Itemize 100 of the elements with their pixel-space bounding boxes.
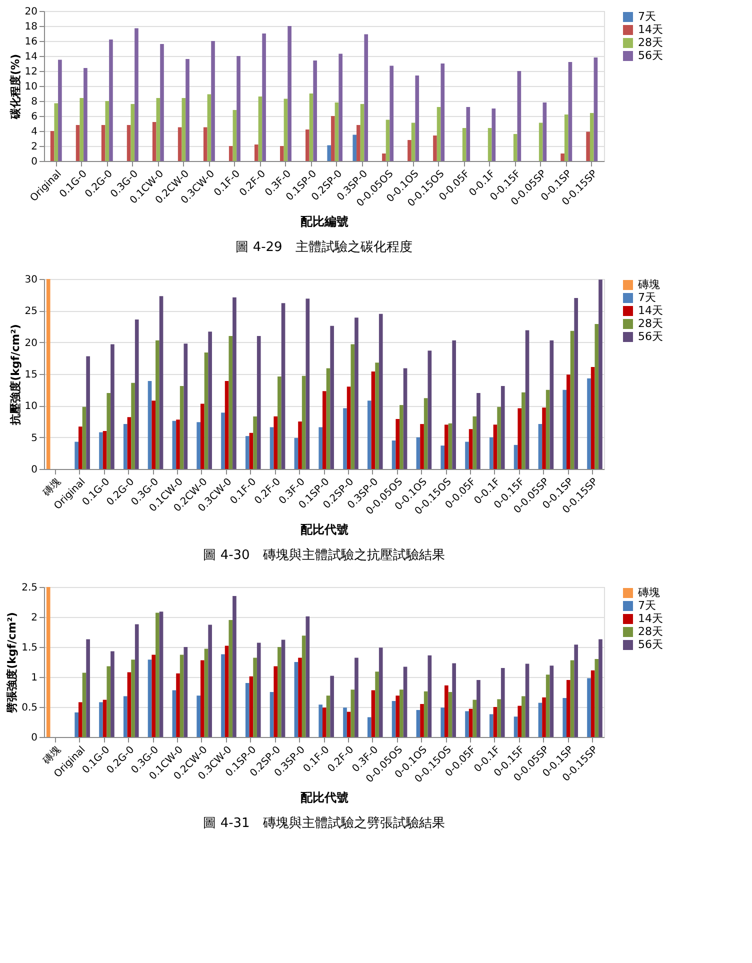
bar (99, 702, 103, 737)
bar (318, 704, 323, 737)
bar (156, 98, 160, 161)
bar (281, 303, 286, 469)
bar (126, 125, 131, 161)
bar (346, 386, 351, 469)
bar (152, 654, 156, 737)
y-tick-label: 4 (31, 126, 38, 138)
bar (448, 692, 452, 737)
bar (131, 382, 135, 469)
bar (472, 416, 477, 469)
bar (546, 390, 550, 469)
bar (466, 107, 470, 161)
bar (452, 340, 456, 469)
bar (258, 96, 262, 161)
bar (396, 418, 400, 469)
y-tick-label: 0 (31, 732, 38, 744)
bar (326, 368, 330, 469)
bar (444, 424, 448, 469)
bar (590, 367, 595, 469)
bar (101, 125, 106, 161)
bar (570, 660, 574, 737)
bar (134, 320, 139, 469)
bar (253, 658, 257, 737)
bar (322, 708, 326, 737)
bar (403, 368, 408, 469)
bar (386, 120, 390, 161)
bar (570, 330, 574, 469)
bar (131, 660, 135, 737)
bar (326, 696, 330, 737)
bar (331, 116, 335, 161)
bar (50, 131, 54, 161)
bar (564, 114, 568, 161)
bar (448, 423, 452, 469)
bar (184, 647, 188, 737)
bar (468, 708, 473, 737)
bar (488, 128, 492, 161)
bar (598, 639, 602, 737)
bar (123, 696, 128, 737)
bar (330, 676, 334, 737)
bar (309, 94, 314, 161)
bar (256, 642, 261, 737)
x-axis-title: 配比編號 (300, 214, 348, 228)
bar (568, 62, 572, 161)
bar (436, 107, 441, 161)
bar (298, 658, 302, 737)
bar (232, 596, 236, 737)
bar (497, 699, 501, 737)
bar (550, 666, 554, 737)
bar (160, 44, 164, 161)
bar (525, 330, 530, 469)
bar (127, 417, 132, 469)
bar (110, 344, 114, 469)
bar (428, 350, 432, 469)
bar (159, 612, 164, 737)
bar (274, 666, 278, 737)
bar (433, 136, 437, 161)
bar (514, 444, 518, 469)
bar (110, 651, 114, 737)
bar (403, 666, 408, 737)
bar (538, 424, 542, 469)
bar (489, 437, 494, 469)
bar (176, 420, 180, 469)
bar (280, 146, 284, 161)
bar (262, 34, 266, 161)
bar (522, 696, 526, 737)
bar (148, 660, 152, 737)
bar (302, 636, 306, 737)
bar (371, 371, 376, 469)
text: 圖 4-31 磚塊與主體試驗之劈張試驗結果 (203, 814, 445, 831)
bar (306, 130, 310, 161)
bar (76, 125, 80, 161)
legend-label: 7天 (638, 599, 656, 612)
bar (106, 393, 111, 469)
bar (350, 344, 355, 469)
bar (489, 714, 494, 737)
legend-label: 14天 (638, 304, 663, 317)
bar (493, 424, 498, 469)
bar (236, 56, 240, 161)
bar (204, 648, 208, 737)
y-tick-label: 18 (24, 22, 38, 32)
bar (102, 431, 107, 469)
bar (440, 708, 445, 737)
bar (203, 127, 208, 161)
y-axis-title: 抗壓強度(kgf/cm²) (8, 324, 22, 426)
bar (306, 298, 310, 469)
bar (560, 154, 564, 161)
bar (517, 71, 522, 161)
bar (152, 122, 156, 161)
bar (180, 654, 184, 737)
y-tick-label: 10 (24, 401, 38, 412)
bar (208, 332, 212, 469)
y-tick-label: 6 (31, 112, 38, 122)
bar (109, 40, 113, 161)
legend-label: 7天 (638, 10, 656, 23)
bar (375, 362, 379, 469)
legend-label: 56天 (638, 330, 663, 343)
bar (278, 647, 282, 737)
bar (493, 707, 498, 737)
bar (468, 429, 473, 469)
